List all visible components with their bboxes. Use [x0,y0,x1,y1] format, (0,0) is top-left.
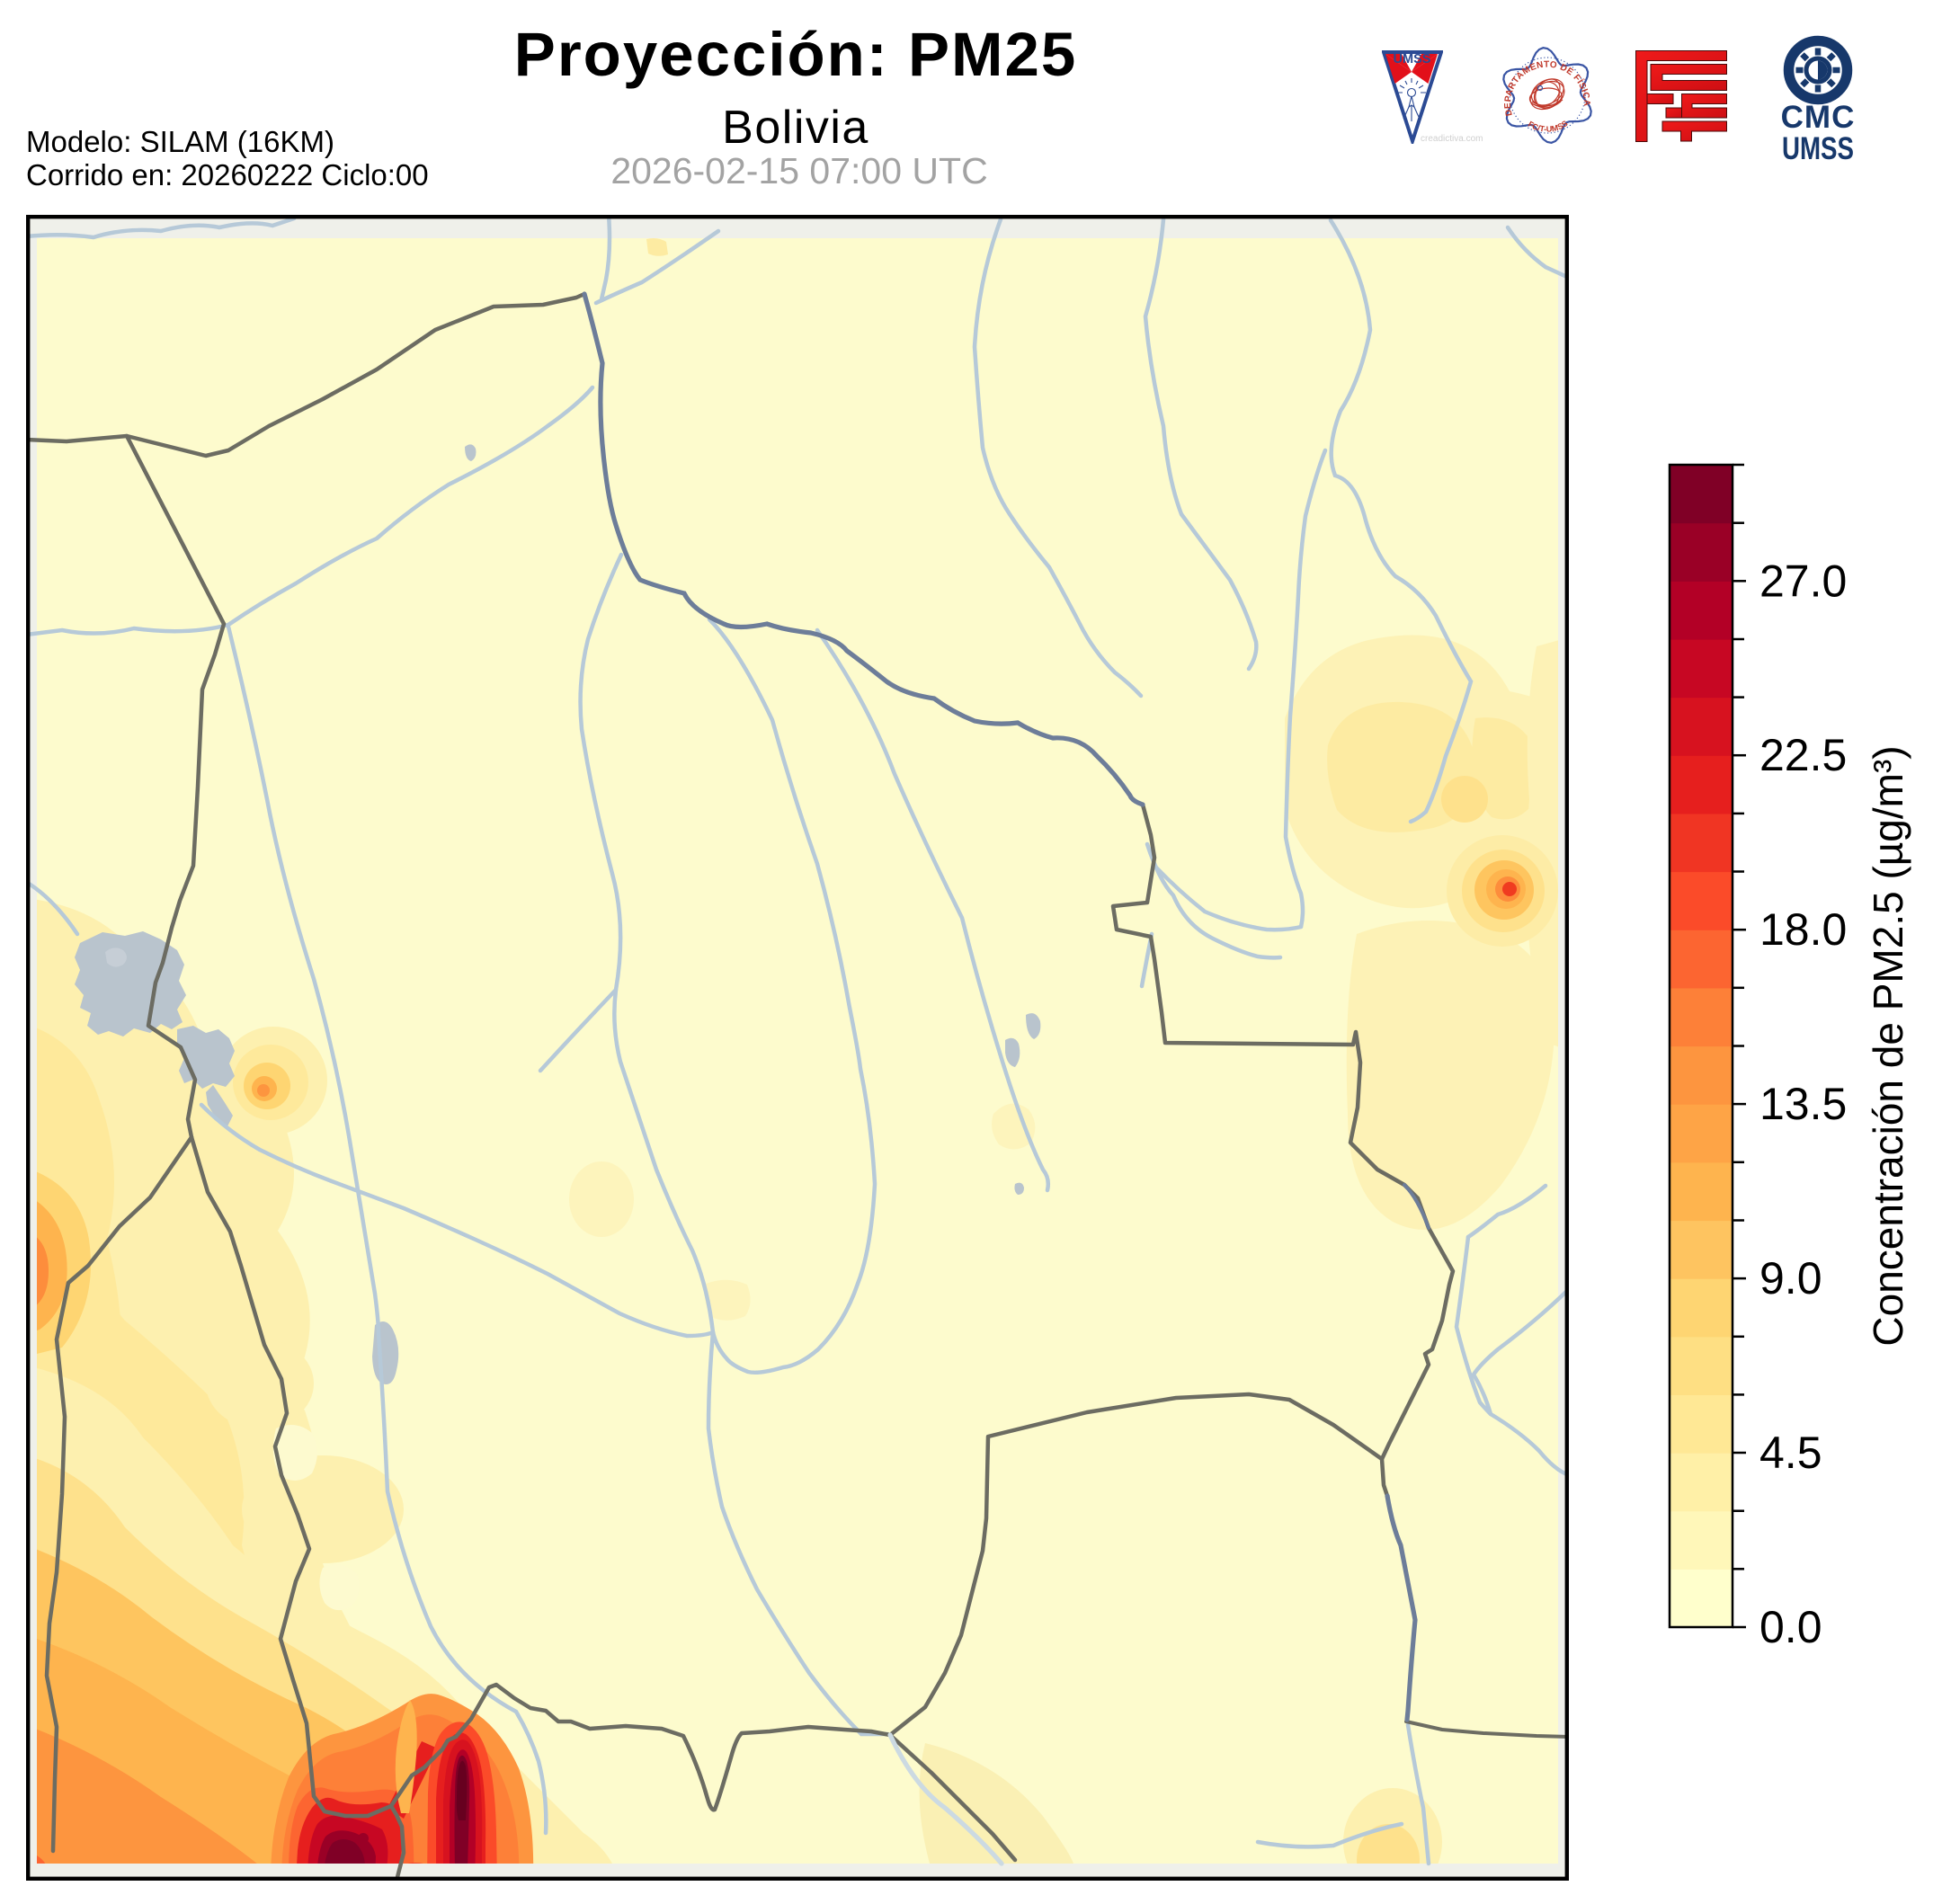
svg-text:18.0: 18.0 [1759,904,1847,955]
svg-text:0.0: 0.0 [1759,1602,1822,1652]
svg-text:13.5: 13.5 [1759,1079,1847,1129]
svg-text:UMSS: UMSS [1394,52,1431,67]
svg-text:27.0: 27.0 [1759,556,1847,606]
svg-text:4.5: 4.5 [1759,1428,1822,1478]
svg-text:FC/T-UMSS: FC/T-UMSS [1527,119,1570,134]
svg-text:22.5: 22.5 [1759,730,1847,780]
svg-text:UMSS: UMSS [1782,131,1854,166]
svg-text:9.0: 9.0 [1759,1253,1822,1303]
svg-text:Concentración de PM2.5 (µg/m³): Concentración de PM2.5 (µg/m³) [1865,745,1911,1346]
svg-text:CMC: CMC [1781,100,1856,135]
